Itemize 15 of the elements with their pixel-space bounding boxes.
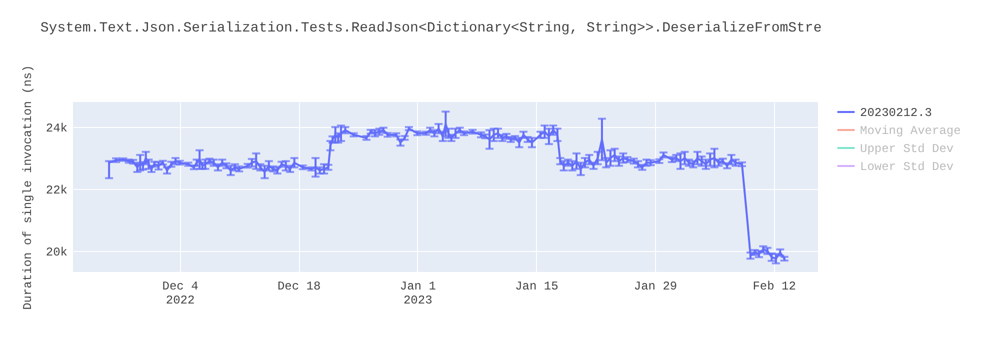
x-tick-label: Jan 29 (634, 280, 678, 294)
legend-label: Moving Average (860, 124, 961, 138)
y-tick-label: 22k (46, 184, 68, 198)
legend-label: Upper Std Dev (860, 142, 954, 156)
x-tick-label: Jan 15 (515, 280, 558, 294)
legend-label: Lower Std Dev (860, 160, 954, 174)
x-tick-label: Dec 4 2022 (162, 280, 198, 308)
y-axis-title: Duration of single invocation (ns) (20, 65, 35, 310)
y-tick-label: 20k (46, 245, 68, 260)
x-tick-label: Jan 1 2023 (400, 280, 436, 308)
y-tick-label: 24k (46, 122, 68, 136)
x-tick-label: Feb 12 (752, 280, 796, 294)
x-tick-label: Dec 18 (277, 280, 321, 294)
chart-title: System.Text.Json.Serialization.Tests.ReadJson<Dictionary<String, String>>.DeserializeFromStre (40, 20, 822, 37)
legend-label: 20230212.3 (860, 106, 932, 120)
